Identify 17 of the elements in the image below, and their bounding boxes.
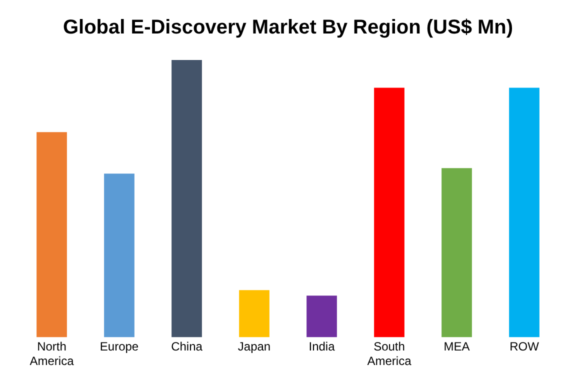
x-tick-label: Japan	[238, 340, 271, 354]
bar	[104, 174, 134, 338]
bar	[442, 168, 472, 338]
bar	[374, 88, 404, 338]
bar	[306, 296, 337, 338]
x-tick-label: ROW	[510, 340, 540, 354]
bar	[509, 88, 540, 338]
x-tick-label: China	[171, 340, 203, 354]
x-tick-label: India	[308, 340, 336, 354]
bar	[239, 290, 270, 338]
chart-title: Global E-Discovery Market By Region (US$ Mn)	[62, 16, 514, 39]
bar	[172, 60, 202, 338]
bar	[36, 132, 67, 338]
x-tick-label: South America	[367, 340, 412, 368]
x-tick-label: Europe	[100, 340, 139, 354]
x-tick-label: MEA	[444, 340, 470, 354]
x-tick-label: North America	[30, 340, 74, 368]
